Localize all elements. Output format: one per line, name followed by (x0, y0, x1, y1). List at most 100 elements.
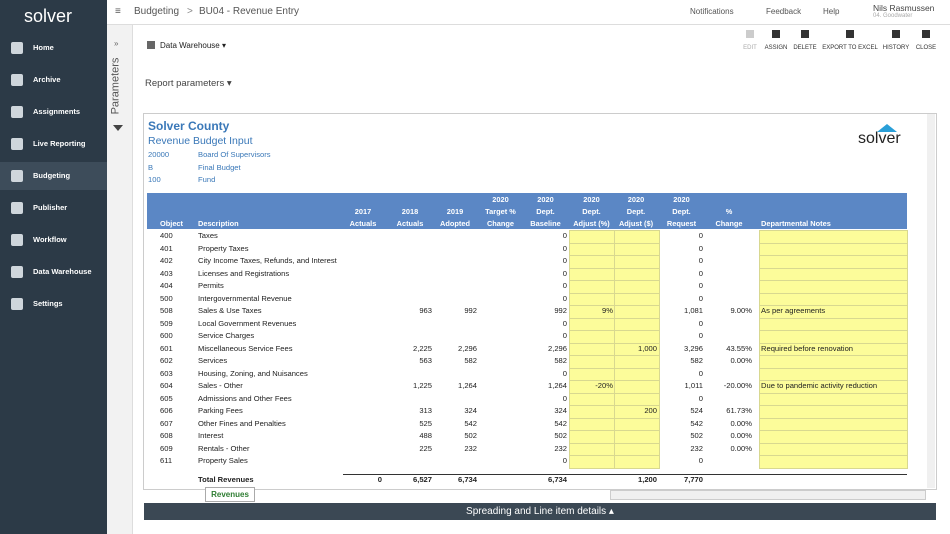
report-parameters-label: Report parameters (145, 78, 225, 89)
nav-item[interactable]: Workflow (0, 226, 107, 254)
input-cell[interactable] (569, 292, 615, 306)
table-cell: 9% (602, 306, 613, 315)
input-cell[interactable] (569, 342, 615, 356)
menu-icon[interactable]: ≡ (115, 6, 121, 17)
table-cell: 402 (160, 256, 173, 265)
toolbar-button[interactable]: ASSIGN (746, 30, 806, 54)
top-link[interactable]: Feedback (766, 7, 802, 16)
user-name[interactable]: Nils Rasmussen (873, 3, 935, 13)
input-cell[interactable] (614, 230, 660, 244)
input-cell[interactable] (759, 242, 908, 256)
nav-item[interactable]: Publisher (0, 194, 107, 222)
input-cell[interactable] (759, 280, 908, 294)
table-cell: 524 (690, 406, 703, 415)
toolbar-button[interactable]: CLOSE (896, 30, 950, 54)
v-scrollbar[interactable] (927, 114, 935, 488)
input-cell[interactable] (569, 405, 615, 419)
input-cell[interactable] (614, 417, 660, 431)
input-cell[interactable] (569, 355, 615, 369)
input-cell[interactable] (759, 392, 908, 406)
report-subtitle: Revenue Budget Input (148, 135, 253, 147)
column-header: Dept. (626, 207, 646, 216)
table-cell: 0 (698, 268, 703, 278)
input-cell[interactable] (569, 367, 615, 381)
h-scrollbar[interactable] (610, 490, 926, 500)
report-parameters[interactable]: Report parameters ▾ (145, 78, 232, 89)
nav-item[interactable]: Live Reporting (0, 130, 107, 158)
table-cell: Intergovernmental Revenue (198, 293, 292, 303)
table-cell: 502 (464, 431, 477, 440)
input-cell[interactable] (569, 442, 615, 456)
table-cell: 3,296 (683, 343, 703, 353)
input-cell[interactable] (759, 417, 908, 431)
column-header: Departmental Notes (761, 219, 831, 228)
input-cell[interactable] (614, 267, 660, 281)
top-link[interactable]: Help (823, 7, 840, 16)
input-cell[interactable] (759, 230, 908, 244)
bottom-bar-label: Spreading and Line item details (466, 506, 607, 517)
input-cell[interactable] (759, 255, 908, 269)
input-cell[interactable] (614, 280, 660, 294)
input-cell[interactable] (759, 455, 908, 469)
breadcrumb[interactable]: BU04 - Revenue Entry (199, 6, 300, 17)
table-cell: As per agreements (761, 306, 826, 315)
input-cell[interactable] (614, 392, 660, 406)
input-cell[interactable] (614, 442, 660, 456)
input-cell[interactable] (759, 267, 908, 281)
input-cell[interactable] (614, 317, 660, 331)
input-cell[interactable] (759, 330, 908, 344)
filter-icon[interactable] (113, 125, 123, 131)
nav-item[interactable]: Budgeting (0, 162, 107, 190)
nav-item[interactable]: Archive (0, 66, 107, 94)
nav-item[interactable]: Data Warehouse (0, 258, 107, 286)
table-cell: 0 (698, 393, 703, 403)
input-cell[interactable] (759, 442, 908, 456)
input-cell[interactable] (569, 280, 615, 294)
input-cell[interactable] (614, 292, 660, 306)
nav-item[interactable]: Settings (0, 290, 107, 318)
sheet-tab[interactable]: Revenues (205, 487, 255, 502)
input-cell[interactable] (614, 255, 660, 269)
input-cell[interactable] (614, 242, 660, 256)
input-cell[interactable] (569, 392, 615, 406)
input-cell[interactable] (614, 430, 660, 444)
input-cell[interactable] (569, 267, 615, 281)
expand-icon[interactable]: » (114, 39, 119, 48)
input-cell[interactable] (569, 230, 615, 244)
breadcrumb[interactable]: Budgeting (134, 6, 180, 17)
nav-item[interactable]: Home (0, 34, 107, 62)
input-cell[interactable] (759, 430, 908, 444)
nav-item[interactable]: Assignments (0, 98, 107, 126)
input-cell[interactable] (759, 317, 908, 331)
panel-title[interactable]: Parameters (109, 57, 122, 115)
source-dropdown[interactable]: Data Warehouse ▾ (160, 41, 226, 50)
input-cell[interactable] (569, 255, 615, 269)
column-header: Adopted (440, 219, 470, 228)
toolbar-button[interactable]: EDIT (720, 30, 780, 54)
input-cell[interactable] (569, 417, 615, 431)
input-cell[interactable] (614, 380, 660, 394)
top-link[interactable]: Notifications (690, 7, 734, 16)
input-cell[interactable] (614, 455, 660, 469)
input-cell[interactable] (569, 242, 615, 256)
toolbar-button[interactable]: DELETE (775, 30, 835, 54)
input-cell[interactable] (614, 355, 660, 369)
input-cell[interactable] (569, 317, 615, 331)
input-cell[interactable] (569, 455, 615, 469)
table-cell: 61.73% (726, 406, 752, 415)
input-cell[interactable] (614, 367, 660, 381)
input-cell[interactable] (759, 355, 908, 369)
input-cell[interactable] (569, 430, 615, 444)
bottom-bar[interactable]: Spreading and Line item details ▴ (144, 503, 936, 520)
input-cell[interactable] (759, 405, 908, 419)
input-cell[interactable] (569, 330, 615, 344)
toolbar-button[interactable]: EXPORT TO EXCEL (820, 30, 880, 54)
toolbar-button[interactable]: HISTORY (866, 30, 926, 54)
input-cell[interactable] (759, 367, 908, 381)
input-cell[interactable] (614, 330, 660, 344)
nav-icon (11, 138, 23, 150)
input-cell[interactable] (759, 292, 908, 306)
table-cell: Admissions and Other Fees (198, 393, 292, 403)
input-cell[interactable] (614, 305, 660, 319)
table-cell: 0 (562, 256, 567, 265)
